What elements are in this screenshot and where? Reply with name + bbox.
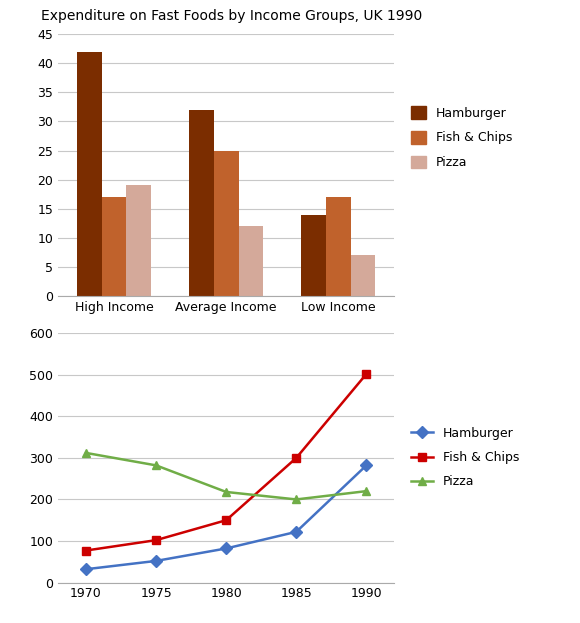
Line: Pizza: Pizza: [82, 449, 371, 503]
Hamburger: [153, 557, 160, 564]
Bar: [126, 186, 151, 296]
Fish & Chips: [363, 370, 370, 378]
Bar: [326, 197, 351, 296]
Text: Expenditure on Fast Foods by Income Groups, UK 1990: Expenditure on Fast Foods by Income Grou…: [41, 9, 422, 24]
Bar: [189, 110, 214, 296]
Pizza: [293, 496, 300, 503]
Hamburger: [223, 545, 230, 552]
Legend: Hamburger, Fish & Chips, Pizza: Hamburger, Fish & Chips, Pizza: [411, 427, 520, 488]
Pizza: [153, 462, 160, 469]
Bar: [238, 226, 263, 296]
Fish & Chips: [82, 547, 89, 554]
Bar: [351, 255, 375, 296]
Line: Fish & Chips: Fish & Chips: [82, 370, 371, 554]
Line: Hamburger: Hamburger: [82, 461, 371, 573]
Bar: [214, 151, 238, 296]
Legend: Hamburger, Fish & Chips, Pizza: Hamburger, Fish & Chips, Pizza: [411, 106, 512, 169]
Hamburger: [363, 462, 370, 469]
Fish & Chips: [223, 516, 230, 524]
Hamburger: [293, 528, 300, 536]
Bar: [77, 52, 101, 296]
Pizza: [223, 488, 230, 496]
Bar: [102, 197, 126, 296]
Bar: [302, 214, 326, 296]
Hamburger: [82, 566, 89, 573]
Fish & Chips: [293, 454, 300, 462]
Fish & Chips: [153, 536, 160, 544]
Pizza: [363, 487, 370, 495]
Pizza: [82, 449, 89, 457]
